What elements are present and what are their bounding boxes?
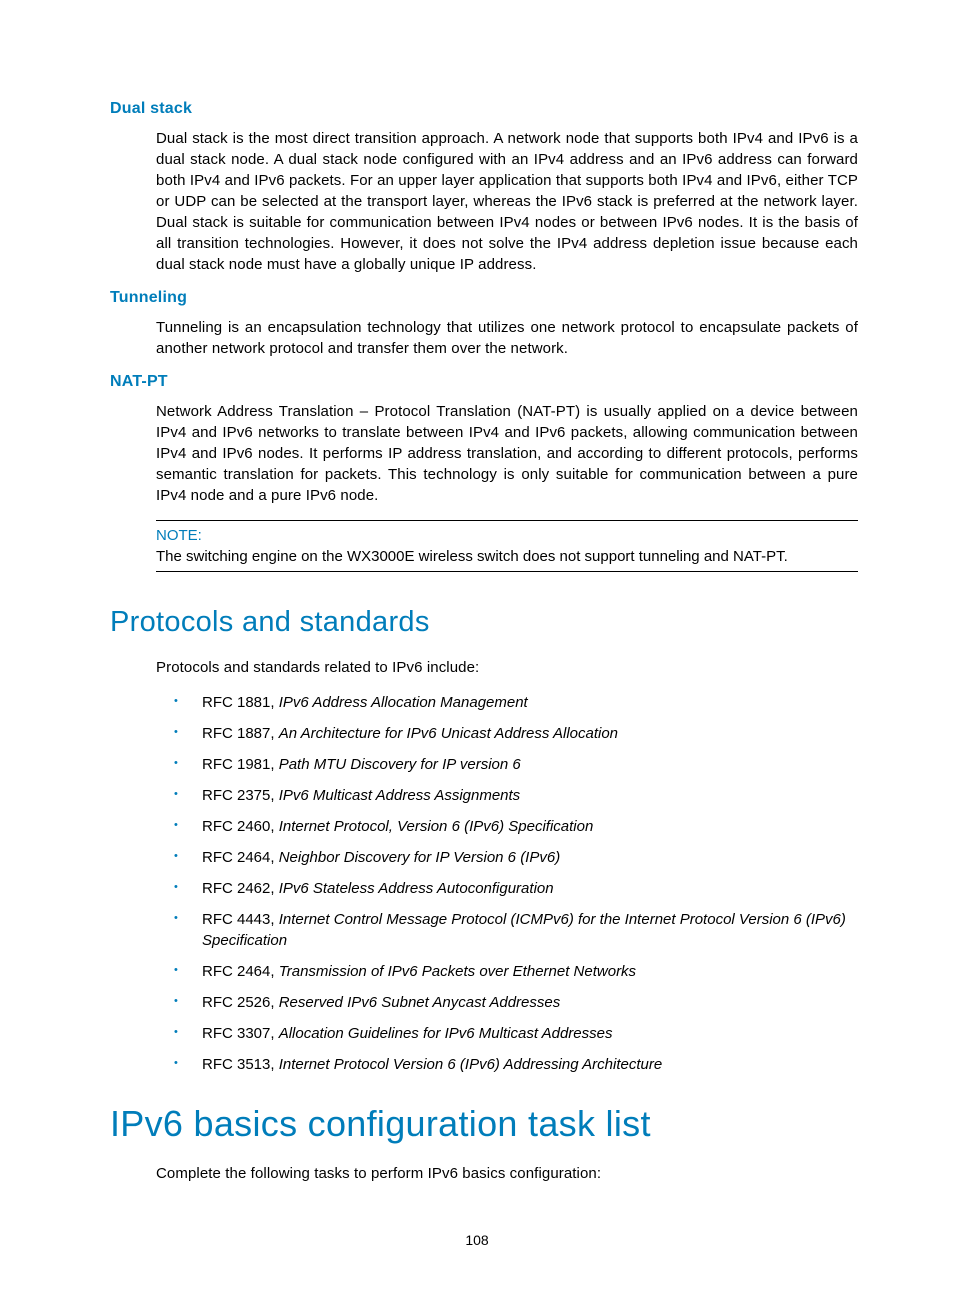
body-dual-stack: Dual stack is the most direct transition… [156,128,858,275]
page-number: 108 [0,1232,954,1248]
heading-nat-pt: NAT-PT [110,373,858,391]
list-item: RFC 2526, Reserved IPv6 Subnet Anycast A… [156,992,858,1013]
rfc-prefix: RFC 1981, [202,756,279,773]
list-item: RFC 2462, IPv6 Stateless Address Autocon… [156,878,858,899]
rfc-prefix: RFC 3513, [202,1056,279,1073]
rfc-prefix: RFC 1881, [202,694,279,711]
rfc-title: Internet Protocol Version 6 (IPv6) Addre… [279,1056,663,1073]
rfc-prefix: RFC 2464, [202,849,279,866]
rfc-prefix: RFC 4443, [202,911,279,928]
list-item: RFC 4443, Internet Control Message Proto… [156,909,858,951]
rfc-prefix: RFC 2375, [202,787,279,804]
rfc-title: Internet Control Message Protocol (ICMPv… [202,911,846,949]
list-item: RFC 3307, Allocation Guidelines for IPv6… [156,1023,858,1044]
list-item: RFC 1881, IPv6 Address Allocation Manage… [156,692,858,713]
rfc-title: An Architecture for IPv6 Unicast Address… [279,725,618,742]
body-tunneling: Tunneling is an encapsulation technology… [156,317,858,359]
list-item: RFC 2460, Internet Protocol, Version 6 (… [156,816,858,837]
rfc-title: IPv6 Stateless Address Autoconfiguration [279,880,554,897]
intro-tasklist: Complete the following tasks to perform … [156,1163,858,1184]
list-item: RFC 2464, Neighbor Discovery for IP Vers… [156,847,858,868]
rfc-prefix: RFC 1887, [202,725,279,742]
rfc-title: Neighbor Discovery for IP Version 6 (IPv… [279,849,561,866]
intro-protocols: Protocols and standards related to IPv6 … [156,657,858,678]
list-item: RFC 2375, IPv6 Multicast Address Assignm… [156,785,858,806]
rfc-title: IPv6 Address Allocation Management [279,694,528,711]
rfc-title: Reserved IPv6 Subnet Anycast Addresses [279,994,561,1011]
rfc-title: IPv6 Multicast Address Assignments [279,787,520,804]
heading-tunneling: Tunneling [110,289,858,307]
rfc-title: Path MTU Discovery for IP version 6 [279,756,521,773]
body-nat-pt: Network Address Translation – Protocol T… [156,401,858,506]
rfc-prefix: RFC 2526, [202,994,279,1011]
note-box: NOTE: The switching engine on the WX3000… [156,520,858,572]
rfc-title: Internet Protocol, Version 6 (IPv6) Spec… [279,818,594,835]
list-item: RFC 1981, Path MTU Discovery for IP vers… [156,754,858,775]
note-label: NOTE: [156,527,858,544]
heading-protocols-standards: Protocols and standards [110,606,858,639]
rfc-list: RFC 1881, IPv6 Address Allocation Manage… [156,692,858,1075]
rfc-prefix: RFC 2464, [202,963,279,980]
list-item: RFC 2464, Transmission of IPv6 Packets o… [156,961,858,982]
heading-dual-stack: Dual stack [110,100,858,118]
rfc-prefix: RFC 2460, [202,818,279,835]
rfc-prefix: RFC 2462, [202,880,279,897]
document-page: Dual stack Dual stack is the most direct… [0,0,954,1296]
note-text: The switching engine on the WX3000E wire… [156,548,858,565]
rfc-title: Transmission of IPv6 Packets over Ethern… [279,963,636,980]
list-item: RFC 1887, An Architecture for IPv6 Unica… [156,723,858,744]
heading-ipv6-task-list: IPv6 basics configuration task list [110,1103,858,1145]
list-item: RFC 3513, Internet Protocol Version 6 (I… [156,1054,858,1075]
rfc-title: Allocation Guidelines for IPv6 Multicast… [279,1025,613,1042]
rfc-prefix: RFC 3307, [202,1025,279,1042]
